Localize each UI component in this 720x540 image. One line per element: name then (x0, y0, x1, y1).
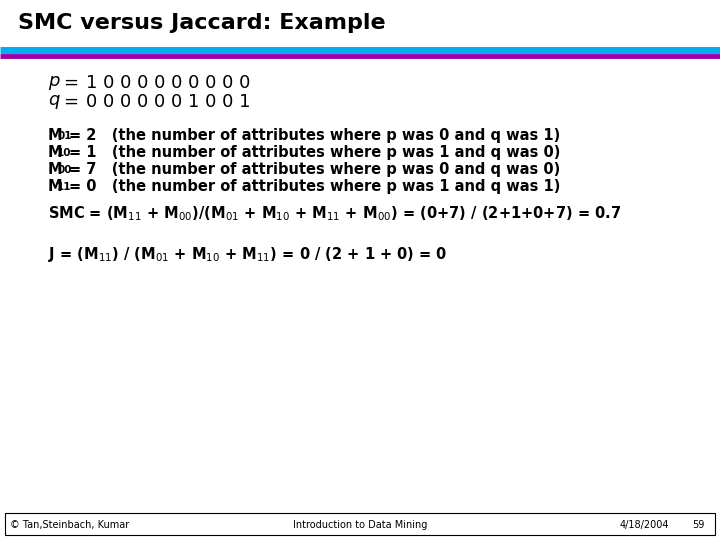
Text: 00: 00 (57, 165, 71, 175)
Text: = 2   (the number of attributes where p was 0 and q was 1): = 2 (the number of attributes where p wa… (69, 128, 560, 143)
Text: M: M (48, 128, 63, 143)
Text: M: M (48, 145, 63, 160)
Text: M: M (48, 162, 63, 177)
Text: 1 0 0 0 0 0 0 0 0 0: 1 0 0 0 0 0 0 0 0 0 (86, 74, 251, 92)
Text: =: = (64, 74, 85, 92)
Text: $p$: $p$ (48, 74, 60, 92)
Text: 4/18/2004: 4/18/2004 (620, 520, 670, 530)
Text: = 1   (the number of attributes where p was 1 and q was 0): = 1 (the number of attributes where p wa… (69, 145, 560, 160)
Text: Introduction to Data Mining: Introduction to Data Mining (293, 520, 427, 530)
Text: SMC versus Jaccard: Example: SMC versus Jaccard: Example (18, 13, 386, 33)
Text: = 7   (the number of attributes where p was 0 and q was 0): = 7 (the number of attributes where p wa… (69, 162, 560, 177)
Text: M: M (48, 179, 63, 194)
Text: 0 0 0 0 0 0 1 0 0 1: 0 0 0 0 0 0 1 0 0 1 (86, 93, 251, 111)
Text: =: = (64, 93, 85, 111)
Text: $q$: $q$ (48, 93, 60, 111)
Text: SMC = (M$_{11}$ + M$_{00}$)/(M$_{01}$ + M$_{10}$ + M$_{11}$ + M$_{00}$) = (0+7) : SMC = (M$_{11}$ + M$_{00}$)/(M$_{01}$ + … (48, 204, 621, 222)
Text: © Tan,Steinbach, Kumar: © Tan,Steinbach, Kumar (10, 520, 130, 530)
Text: 10: 10 (57, 148, 71, 158)
Text: = 0   (the number of attributes where p was 1 and q was 1): = 0 (the number of attributes where p wa… (69, 179, 560, 194)
Text: J = (M$_{11}$) / (M$_{01}$ + M$_{10}$ + M$_{11}$) = 0 / (2 + 1 + 0) = 0: J = (M$_{11}$) / (M$_{01}$ + M$_{10}$ + … (48, 245, 447, 264)
Text: 59: 59 (693, 520, 705, 530)
Text: 01: 01 (57, 131, 71, 141)
Bar (5, 513, 715, 535)
Text: 11: 11 (57, 182, 71, 192)
